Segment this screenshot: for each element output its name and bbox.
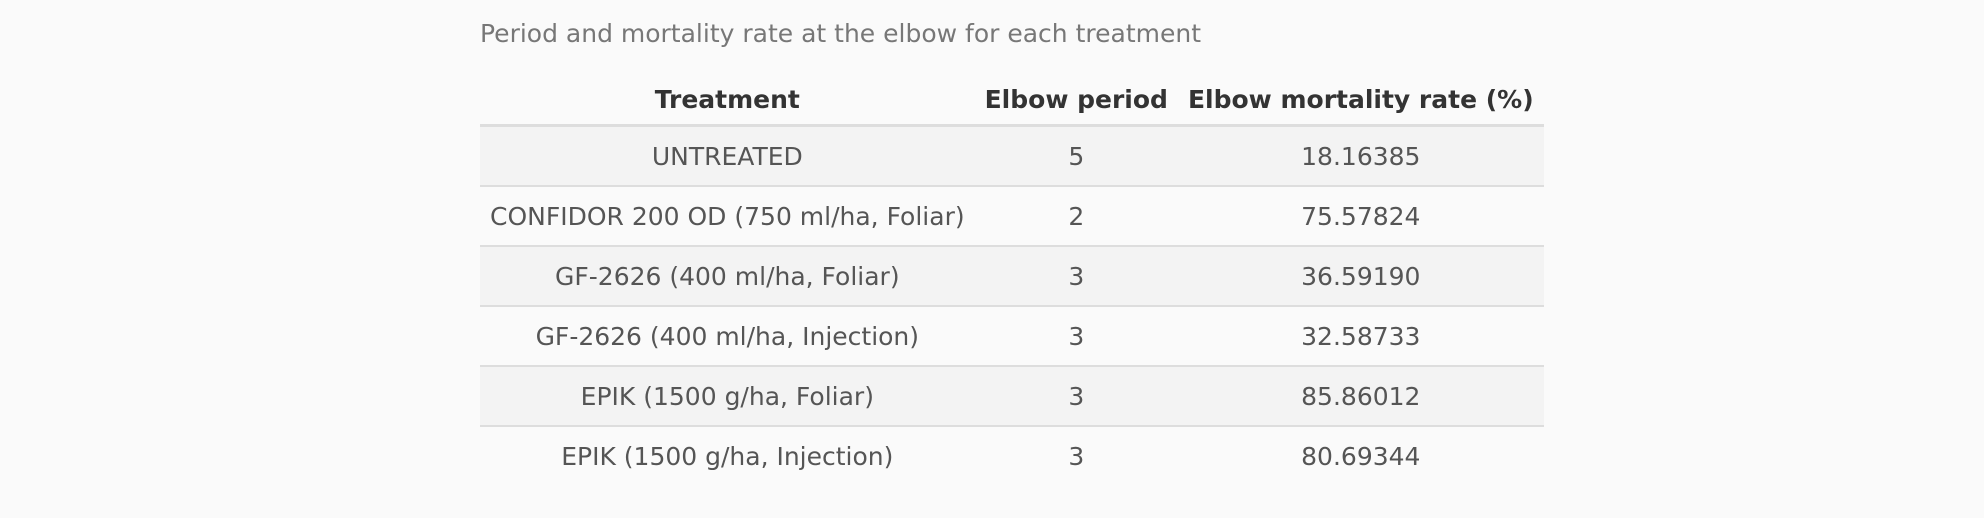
header-elbow-period: Elbow period — [974, 74, 1178, 127]
table-header: Treatment Elbow period Elbow mortality r… — [480, 74, 1544, 127]
table-row: EPIK (1500 g/ha, Injection) 3 80.69344 — [480, 426, 1544, 485]
cell-treatment: CONFIDOR 200 OD (750 ml/ha, Foliar) — [480, 186, 975, 247]
cell-elbow-mortality-rate: 80.69344 — [1177, 426, 1544, 485]
header-row: Treatment Elbow period Elbow mortality r… — [480, 74, 1544, 127]
cell-elbow-mortality-rate: 75.57824 — [1177, 186, 1544, 247]
cell-elbow-mortality-rate: 36.59190 — [1177, 246, 1544, 307]
cell-elbow-mortality-rate: 18.16385 — [1177, 125, 1544, 187]
cell-treatment: EPIK (1500 g/ha, Foliar) — [480, 366, 975, 427]
table-caption: Period and mortality rate at the elbow f… — [480, 19, 1201, 48]
header-treatment: Treatment — [480, 74, 975, 127]
header-elbow-mortality-rate: Elbow mortality rate (%) — [1177, 74, 1544, 127]
cell-elbow-period: 3 — [974, 246, 1178, 307]
cell-treatment: UNTREATED — [480, 125, 975, 187]
table-container: Period and mortality rate at the elbow f… — [480, 16, 1544, 485]
elbow-table: Treatment Elbow period Elbow mortality r… — [480, 74, 1544, 485]
cell-elbow-period: 3 — [974, 426, 1178, 485]
table-row: UNTREATED 5 18.16385 — [480, 125, 1544, 187]
table-row: GF-2626 (400 ml/ha, Injection) 3 32.5873… — [480, 306, 1544, 367]
cell-elbow-period: 3 — [974, 366, 1178, 427]
cell-treatment: GF-2626 (400 ml/ha, Injection) — [480, 306, 975, 367]
cell-elbow-mortality-rate: 85.86012 — [1177, 366, 1544, 427]
table-row: EPIK (1500 g/ha, Foliar) 3 85.86012 — [480, 366, 1544, 427]
cell-elbow-period: 2 — [974, 186, 1178, 247]
table-row: CONFIDOR 200 OD (750 ml/ha, Foliar) 2 75… — [480, 186, 1544, 247]
cell-elbow-period: 3 — [974, 306, 1178, 367]
table-row: GF-2626 (400 ml/ha, Foliar) 3 36.59190 — [480, 246, 1544, 307]
cell-treatment: EPIK (1500 g/ha, Injection) — [480, 426, 975, 485]
cell-elbow-mortality-rate: 32.58733 — [1177, 306, 1544, 367]
cell-treatment: GF-2626 (400 ml/ha, Foliar) — [480, 246, 975, 307]
cell-elbow-period: 5 — [974, 125, 1178, 187]
table-body: UNTREATED 5 18.16385 CONFIDOR 200 OD (75… — [480, 125, 1544, 485]
